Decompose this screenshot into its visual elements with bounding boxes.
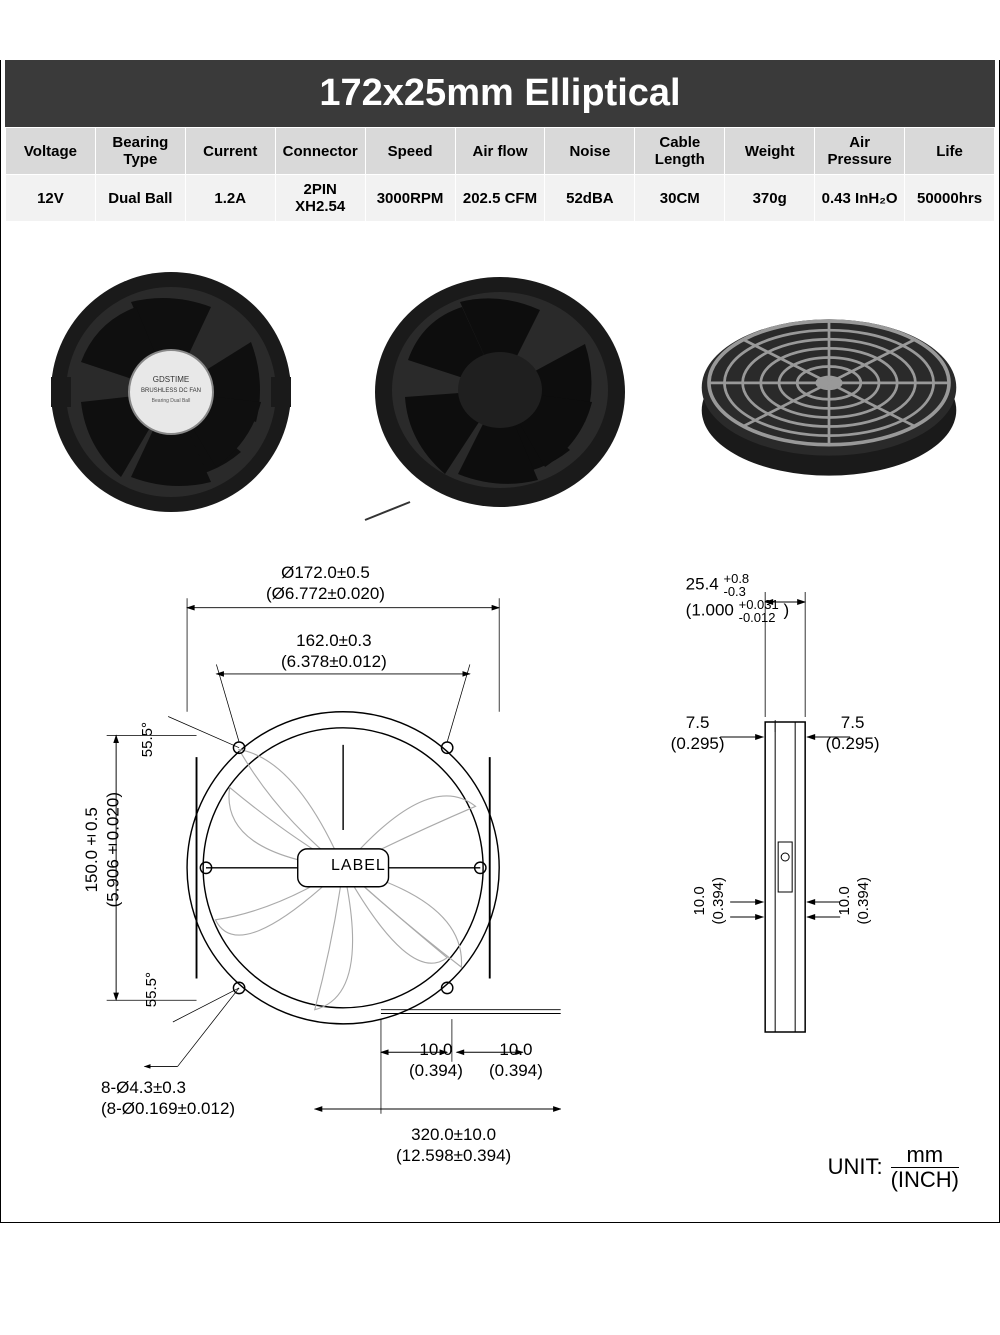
product-title: 172x25mm Elliptical (5, 60, 995, 127)
spec-header: Life (905, 128, 995, 175)
dim-angle1: 55.5° (139, 722, 158, 757)
dim-wire-total: 320.0±10.0 (12.598±0.394) (396, 1124, 511, 1167)
spec-cell: 2PIN XH2.54 (275, 175, 365, 222)
svg-text:Bearing Dual Ball: Bearing Dual Ball (151, 398, 190, 404)
dim-height: 150.0±0.5 (5.906±0.020) (81, 792, 124, 907)
spec-cell: 202.5 CFM (455, 175, 545, 222)
unit-label: UNIT: mm (INCH) (828, 1143, 959, 1192)
dim-hole-span: 162.0±0.3 (6.378±0.012) (281, 630, 387, 673)
spec-header: Weight (725, 128, 815, 175)
spec-header: Voltage (6, 128, 96, 175)
product-photos: GDSTIME BRUSHLESS DC FAN Bearing Dual Ba… (1, 222, 999, 572)
spec-header: Speed (365, 128, 455, 175)
svg-text:GDSTIME: GDSTIME (152, 375, 188, 384)
spec-cell: 30CM (635, 175, 725, 222)
spec-cell: 1.2A (185, 175, 275, 222)
spec-header: Connector (275, 128, 365, 175)
dim-small-left: 10.0 (0.394) (691, 877, 729, 925)
fan-photo-angle (350, 262, 650, 522)
side-view-drawing: 25.4 +0.8 -0.3 (1.000 +0.031 -0.012 ) 7.… (591, 572, 969, 1192)
spec-cell: 0.43 InH₂O (815, 175, 905, 222)
dim-wire-seg2: 10.0 (0.394) (489, 1039, 543, 1082)
spec-cell: 50000hrs (905, 175, 995, 222)
spec-header: Noise (545, 128, 635, 175)
spec-cell: Dual Ball (95, 175, 185, 222)
dim-hole-spec: 8-Ø4.3±0.3 (8-Ø0.169±0.012) (101, 1077, 235, 1120)
spec-header: Air flow (455, 128, 545, 175)
spec-header: Air Pressure (815, 128, 905, 175)
spec-header: Cable Length (635, 128, 725, 175)
spec-sheet: 172x25mm Elliptical VoltageBearing TypeC… (0, 60, 1000, 1223)
dim-small-right: 10.0 (0.394) (836, 877, 874, 925)
spec-table: VoltageBearing TypeCurrentConnectorSpeed… (5, 127, 995, 222)
spec-header: Current (185, 128, 275, 175)
technical-drawing: Ø172.0±0.5 (Ø6.772±0.020) 162.0±0.3 (6.3… (1, 572, 999, 1212)
spec-cell: 3000RPM (365, 175, 455, 222)
dim-wire-seg1: 10.0 (0.394) (409, 1039, 463, 1082)
spec-cell: 370g (725, 175, 815, 222)
dim-offset-left: 7.5 (0.295) (671, 712, 725, 755)
dim-outer-dia: Ø172.0±0.5 (Ø6.772±0.020) (266, 562, 385, 605)
spec-cell: 12V (6, 175, 96, 222)
fan-photo-grill (679, 262, 979, 522)
fan-photo-front: GDSTIME BRUSHLESS DC FAN Bearing Dual Ba… (21, 262, 321, 522)
dim-offset-right: 7.5 (0.295) (826, 712, 880, 755)
spec-header: Bearing Type (95, 128, 185, 175)
label-text: LABEL (331, 856, 386, 876)
svg-text:BRUSHLESS DC FAN: BRUSHLESS DC FAN (141, 388, 201, 394)
front-view-drawing: Ø172.0±0.5 (Ø6.772±0.020) 162.0±0.3 (6.3… (31, 572, 561, 1192)
dim-thickness: 25.4 +0.8 -0.3 (1.000 +0.031 -0.012 ) (686, 572, 789, 624)
spec-cell: 52dBA (545, 175, 635, 222)
dim-angle2: 55.5° (143, 972, 162, 1007)
